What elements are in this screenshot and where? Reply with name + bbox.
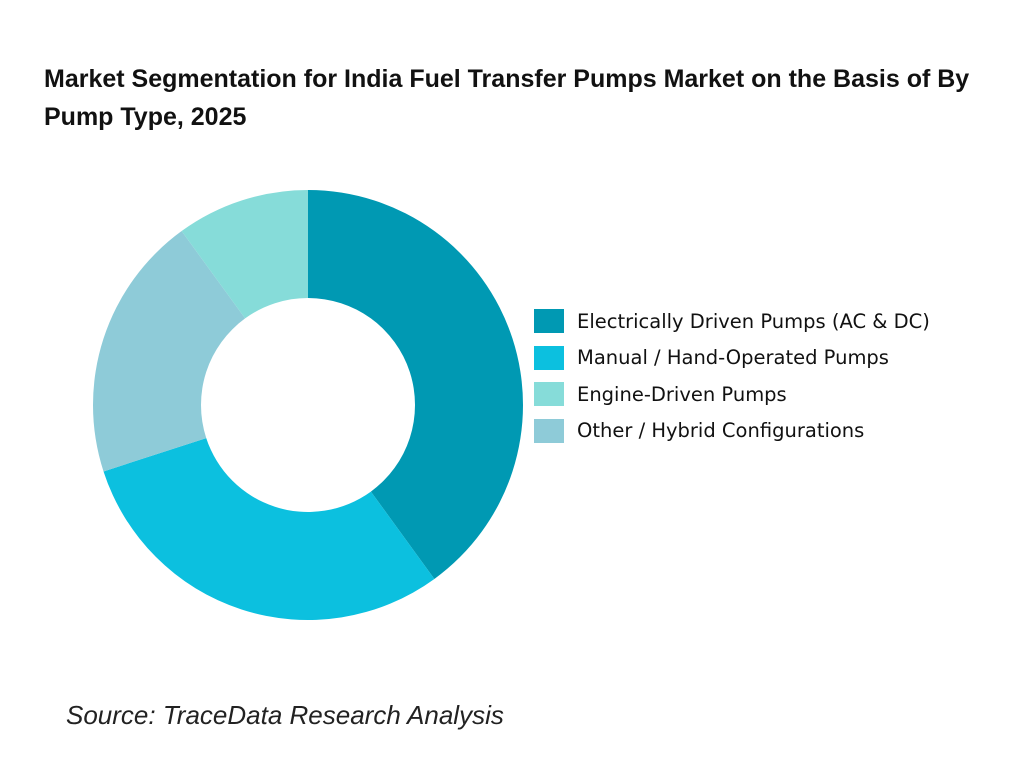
legend-swatch (534, 345, 564, 370)
legend-label: Electrically Driven Pumps (AC & DC) (577, 309, 930, 333)
donut-slice-2 (103, 438, 435, 620)
legend-item: Engine-Driven Pumps (534, 376, 930, 413)
legend-item: Electrically Driven Pumps (AC & DC) (534, 303, 930, 340)
donut-slice-4 (92, 231, 246, 472)
donut-slice-3 (181, 190, 308, 319)
legend-item: Manual / Hand-Operated Pumps (534, 340, 930, 377)
legend-label: Manual / Hand-Operated Pumps (577, 346, 889, 370)
legend-swatch (534, 382, 564, 407)
legend-label: Engine-Driven Pumps (577, 382, 787, 406)
source-note: Source: TraceData Research Analysis (66, 700, 504, 730)
legend-swatch (534, 309, 564, 334)
legend-item: Other / Hybrid Configurations (534, 413, 930, 450)
donut-slice-1 (308, 190, 524, 579)
legend: Electrically Driven Pumps (AC & DC) Manu… (534, 303, 930, 449)
chart-title: Market Segmentation for India Fuel Trans… (44, 65, 970, 131)
legend-swatch (534, 418, 564, 443)
legend-label: Other / Hybrid Configurations (577, 419, 865, 443)
